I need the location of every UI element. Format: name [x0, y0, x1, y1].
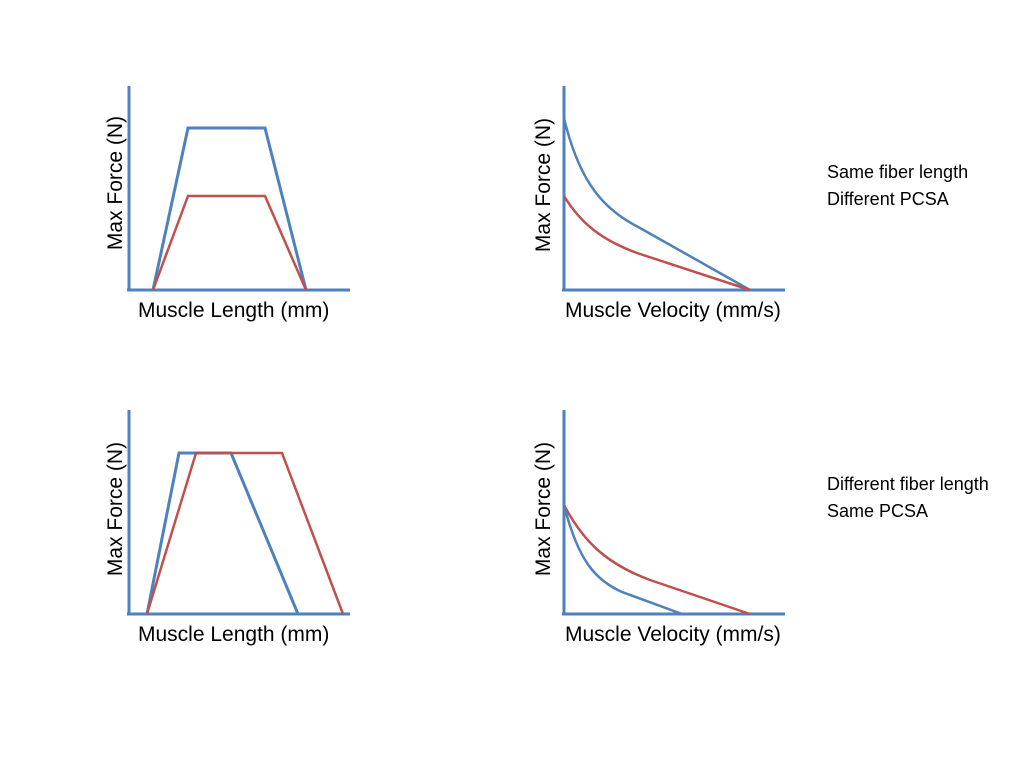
curve-small-pcsa [562, 195, 751, 292]
caption-top-line1: Same fiber length [827, 162, 969, 182]
caption-top: Same fiber length Different PCSA [827, 159, 968, 213]
curve-large-pcsa [151, 126, 308, 291]
curve-long-fiber [562, 504, 751, 616]
y-axis-label-top-left: Max Force (N) [104, 115, 127, 251]
curve-small-pcsa [151, 194, 308, 291]
caption-bottom-line1: Different fiber length [827, 474, 989, 494]
x-axis-label-top-right: Muscle Velocity (mm/s) [565, 299, 781, 322]
x-axis-label-bottom-right: Muscle Velocity (mm/s) [565, 623, 781, 646]
curve-long-fiber [145, 451, 345, 615]
x-axis-label-top-left: Muscle Length (mm) [138, 299, 330, 322]
curve-short-fiber [145, 451, 300, 615]
curve-short-fiber [562, 504, 683, 616]
x-axis-label-bottom-left: Muscle Length (mm) [138, 623, 330, 646]
y-axis-label-bottom-right: Max Force (N) [532, 441, 555, 577]
panel-top-right [562, 86, 785, 292]
caption-bottom: Different fiber length Same PCSA [827, 471, 989, 525]
y-axis-label-top-right: Max Force (N) [532, 117, 555, 253]
panel-bottom-right [562, 410, 785, 616]
curve-large-pcsa [562, 117, 751, 292]
caption-bottom-line2: Same PCSA [827, 501, 929, 521]
caption-top-line2: Different PCSA [827, 189, 949, 209]
y-axis-label-bottom-left: Max Force (N) [104, 441, 127, 577]
panel-bottom-left [127, 410, 350, 616]
panel-top-left [127, 86, 350, 292]
